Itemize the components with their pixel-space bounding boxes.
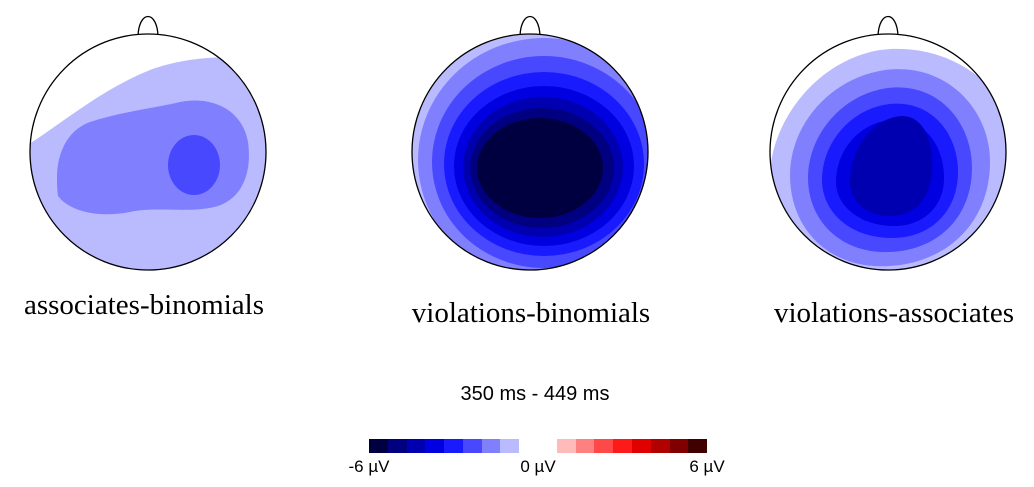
colorbar-swatch bbox=[500, 439, 520, 453]
map-label-violations-binomials: violations-binomials bbox=[411, 297, 651, 329]
colorbar-swatch bbox=[425, 439, 445, 453]
scalp-map-associates-binomials bbox=[29, 16, 267, 271]
colorbar-swatch bbox=[444, 439, 463, 453]
nose-shape bbox=[519, 16, 541, 37]
head-outline bbox=[29, 33, 267, 271]
colorbar-swatch bbox=[519, 439, 539, 453]
colorbar-swatch bbox=[369, 439, 388, 453]
scalp-map-violations-associates bbox=[769, 16, 1007, 271]
colorbar-swatch bbox=[594, 439, 614, 453]
colorbar-swatch bbox=[538, 439, 557, 453]
colorbar-max-label: 6 µV bbox=[689, 457, 725, 476]
time-window-label: 350 ms - 449 ms bbox=[460, 383, 610, 405]
colorbar-swatch bbox=[650, 439, 670, 453]
nose-shape bbox=[137, 16, 159, 37]
colorbar-min-label: -6 µV bbox=[348, 457, 390, 476]
contour-band bbox=[168, 135, 220, 195]
colorbar-swatch bbox=[387, 439, 407, 453]
head-outline bbox=[769, 33, 1007, 271]
color-scale-bar bbox=[369, 439, 708, 453]
colorbar-swatch bbox=[631, 439, 651, 453]
colorbar-swatch bbox=[575, 439, 595, 453]
nose-shape bbox=[877, 16, 899, 37]
colorbar-swatch bbox=[406, 439, 426, 453]
map-label-violations-associates: violations-associates bbox=[773, 297, 1015, 329]
map-label-associates-binomials: associates-binomials bbox=[23, 289, 265, 321]
contour-band bbox=[849, 116, 933, 216]
topographic-maps bbox=[29, 16, 1007, 271]
colorbar-mid-label: 0 µV bbox=[520, 457, 556, 476]
colorbar-swatch bbox=[481, 439, 501, 453]
colorbar-swatch bbox=[613, 439, 632, 453]
scalp-map-violations-binomials bbox=[411, 16, 649, 271]
colorbar-swatch bbox=[669, 439, 689, 453]
colorbar-swatch bbox=[556, 439, 576, 453]
colorbar-swatch bbox=[462, 439, 482, 453]
head-outline bbox=[411, 33, 649, 271]
colorbar-swatch bbox=[688, 439, 708, 453]
contour-band bbox=[477, 118, 603, 218]
